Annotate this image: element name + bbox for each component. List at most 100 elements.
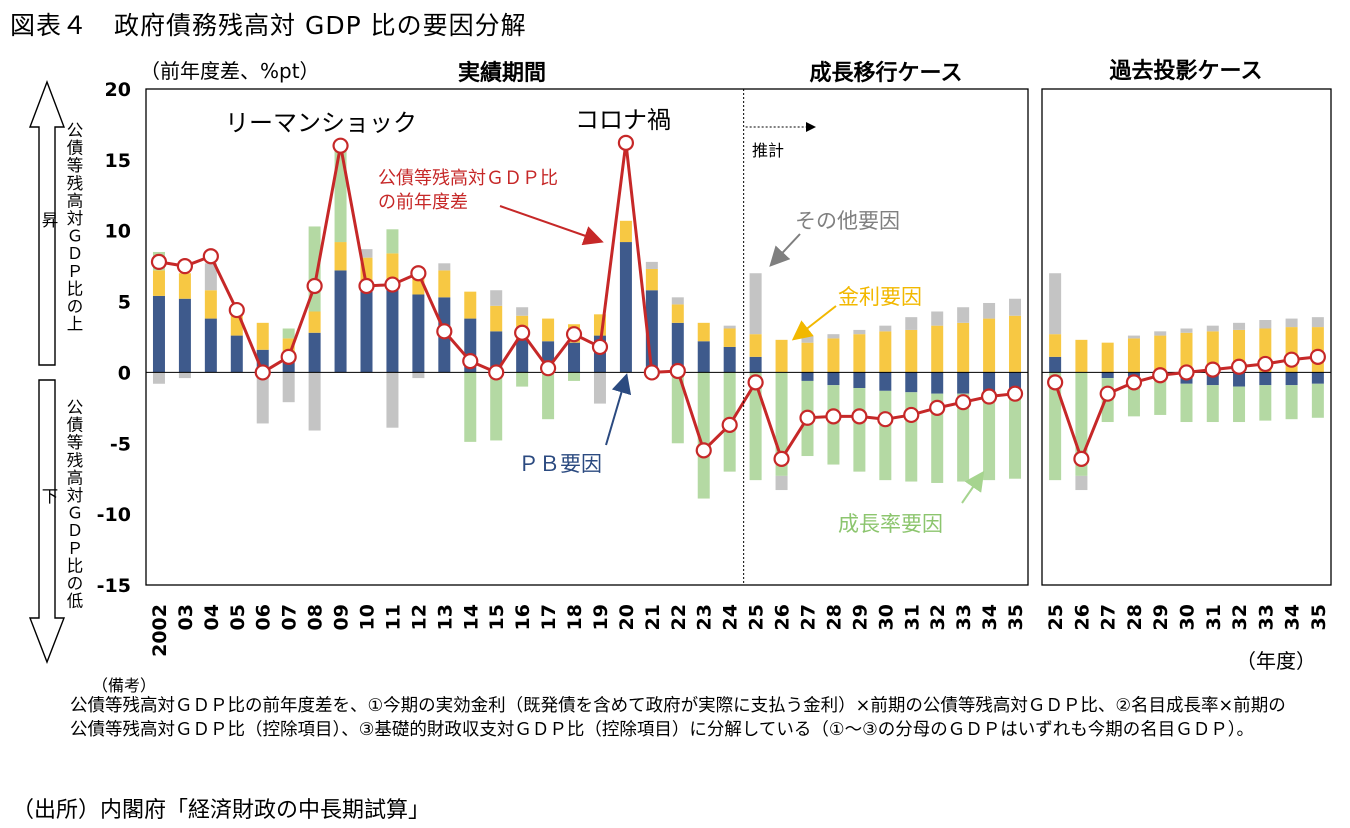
bar-segment	[879, 372, 892, 391]
line-marker	[1125, 374, 1143, 391]
annotation-line-arrow	[499, 205, 604, 246]
bar-segment	[671, 297, 684, 305]
line-marker	[1152, 367, 1169, 384]
y-tick-label: -5	[110, 433, 131, 455]
bar-segment	[723, 325, 736, 329]
line-marker	[1204, 361, 1221, 378]
y-tick-label: 0	[118, 362, 131, 384]
bar-segment	[645, 268, 658, 291]
x-tick-label: 29	[1150, 604, 1172, 630]
x-tick-label: 27	[798, 604, 820, 630]
bar-segment	[1049, 356, 1062, 373]
line-marker	[539, 360, 557, 377]
bar-segment	[1127, 338, 1140, 373]
line-marker	[1073, 450, 1090, 467]
bar-segment	[334, 270, 347, 373]
annotation-interest: 金利要因	[838, 285, 922, 309]
bar-segment	[178, 273, 191, 299]
x-tick-label: 14	[460, 604, 482, 630]
bar-segment	[386, 372, 399, 428]
line-marker	[410, 265, 427, 282]
section-title-actual: 実績期間	[458, 60, 546, 86]
line-marker	[799, 409, 816, 426]
line-marker	[1309, 348, 1326, 365]
line-marker	[617, 134, 635, 151]
bar-segment	[516, 307, 529, 316]
line-marker	[877, 411, 894, 428]
line-marker	[436, 323, 453, 340]
bar-segment	[1009, 315, 1022, 373]
bar-segment	[957, 322, 970, 373]
debt-ratio-line	[158, 142, 1016, 463]
x-tick-label: 27	[1098, 604, 1120, 630]
bar-segment	[749, 356, 762, 373]
bar-segment	[905, 329, 918, 373]
line-marker	[176, 258, 194, 275]
annotation-corona: コロナ禍	[575, 106, 671, 134]
bar-segment	[879, 325, 892, 332]
bar-segment	[619, 220, 632, 243]
annotation-pb: ＰＢ要因	[518, 452, 602, 476]
left-label-down-col2: 下	[42, 487, 59, 506]
bar-segment	[1285, 385, 1298, 420]
line-marker	[980, 388, 998, 405]
bar-segment	[1075, 475, 1088, 491]
bar-segment	[1049, 273, 1062, 335]
bar-segment	[438, 263, 451, 271]
x-tick-label: 04	[201, 604, 223, 630]
bar-segment	[178, 298, 191, 373]
bar-segment	[282, 328, 295, 339]
bar-segment	[853, 334, 866, 373]
bar-segment	[568, 342, 581, 373]
line-marker	[228, 301, 245, 319]
bar-segment	[983, 302, 996, 319]
bar-segment	[1049, 334, 1062, 357]
x-tick-label: 31	[901, 604, 923, 630]
bar-segment	[593, 372, 606, 404]
bar-segment	[1075, 339, 1088, 373]
annotation-other-arrow	[769, 233, 801, 267]
bar-segment	[568, 372, 581, 381]
bar-segment	[542, 372, 555, 420]
notes-body: 公債等残高対ＧＤＰ比の前年度差を、①今期の実効金利（既発債を含めて政府が実際に支…	[70, 696, 1286, 740]
bar-segment	[490, 305, 503, 332]
x-tick-label: 16	[512, 604, 534, 630]
y-axis-unit: （前年度差、%pt）	[140, 59, 320, 83]
bar-segment	[204, 290, 217, 319]
bar-segment	[1154, 335, 1167, 373]
bar-segment	[152, 295, 165, 373]
bar-segment	[1311, 317, 1324, 328]
x-tick-label: 30	[1177, 604, 1199, 630]
bar-segment	[334, 145, 347, 243]
line-marker	[695, 442, 712, 459]
bar-segment	[386, 285, 399, 373]
y-tick-label: 20	[105, 79, 131, 101]
bar-segment	[1285, 372, 1298, 386]
x-tick-label: 33	[1255, 604, 1277, 630]
bar-segment	[957, 307, 970, 323]
line-marker	[358, 277, 375, 295]
x-tick-label: 09	[331, 604, 353, 630]
bar-segment	[983, 318, 996, 373]
x-tick-label: 29	[849, 604, 871, 630]
x-tick-label: 33	[953, 604, 975, 630]
annotation-lehman: リーマンショック	[225, 109, 417, 137]
line-marker	[384, 276, 401, 293]
line-marker	[1047, 374, 1064, 391]
bar-segment	[723, 346, 736, 373]
bar-segment	[1049, 372, 1062, 481]
section-title-baseline-case: 過去投影ケース	[1110, 58, 1263, 84]
line-marker	[332, 137, 349, 154]
bar-segment	[1009, 298, 1022, 316]
y-tick-label: -10	[97, 504, 131, 526]
bar-segment	[1101, 372, 1114, 379]
bar-segment	[749, 334, 762, 357]
bar-segment	[152, 372, 165, 384]
line-marker	[669, 362, 686, 380]
line-marker	[1283, 351, 1300, 368]
y-tick-label: 5	[118, 292, 131, 314]
down-arrow	[28, 379, 66, 664]
x-axis-unit: （年度）	[1236, 649, 1316, 673]
x-tick-label: 31	[1203, 604, 1225, 630]
bar-segment	[490, 331, 503, 373]
